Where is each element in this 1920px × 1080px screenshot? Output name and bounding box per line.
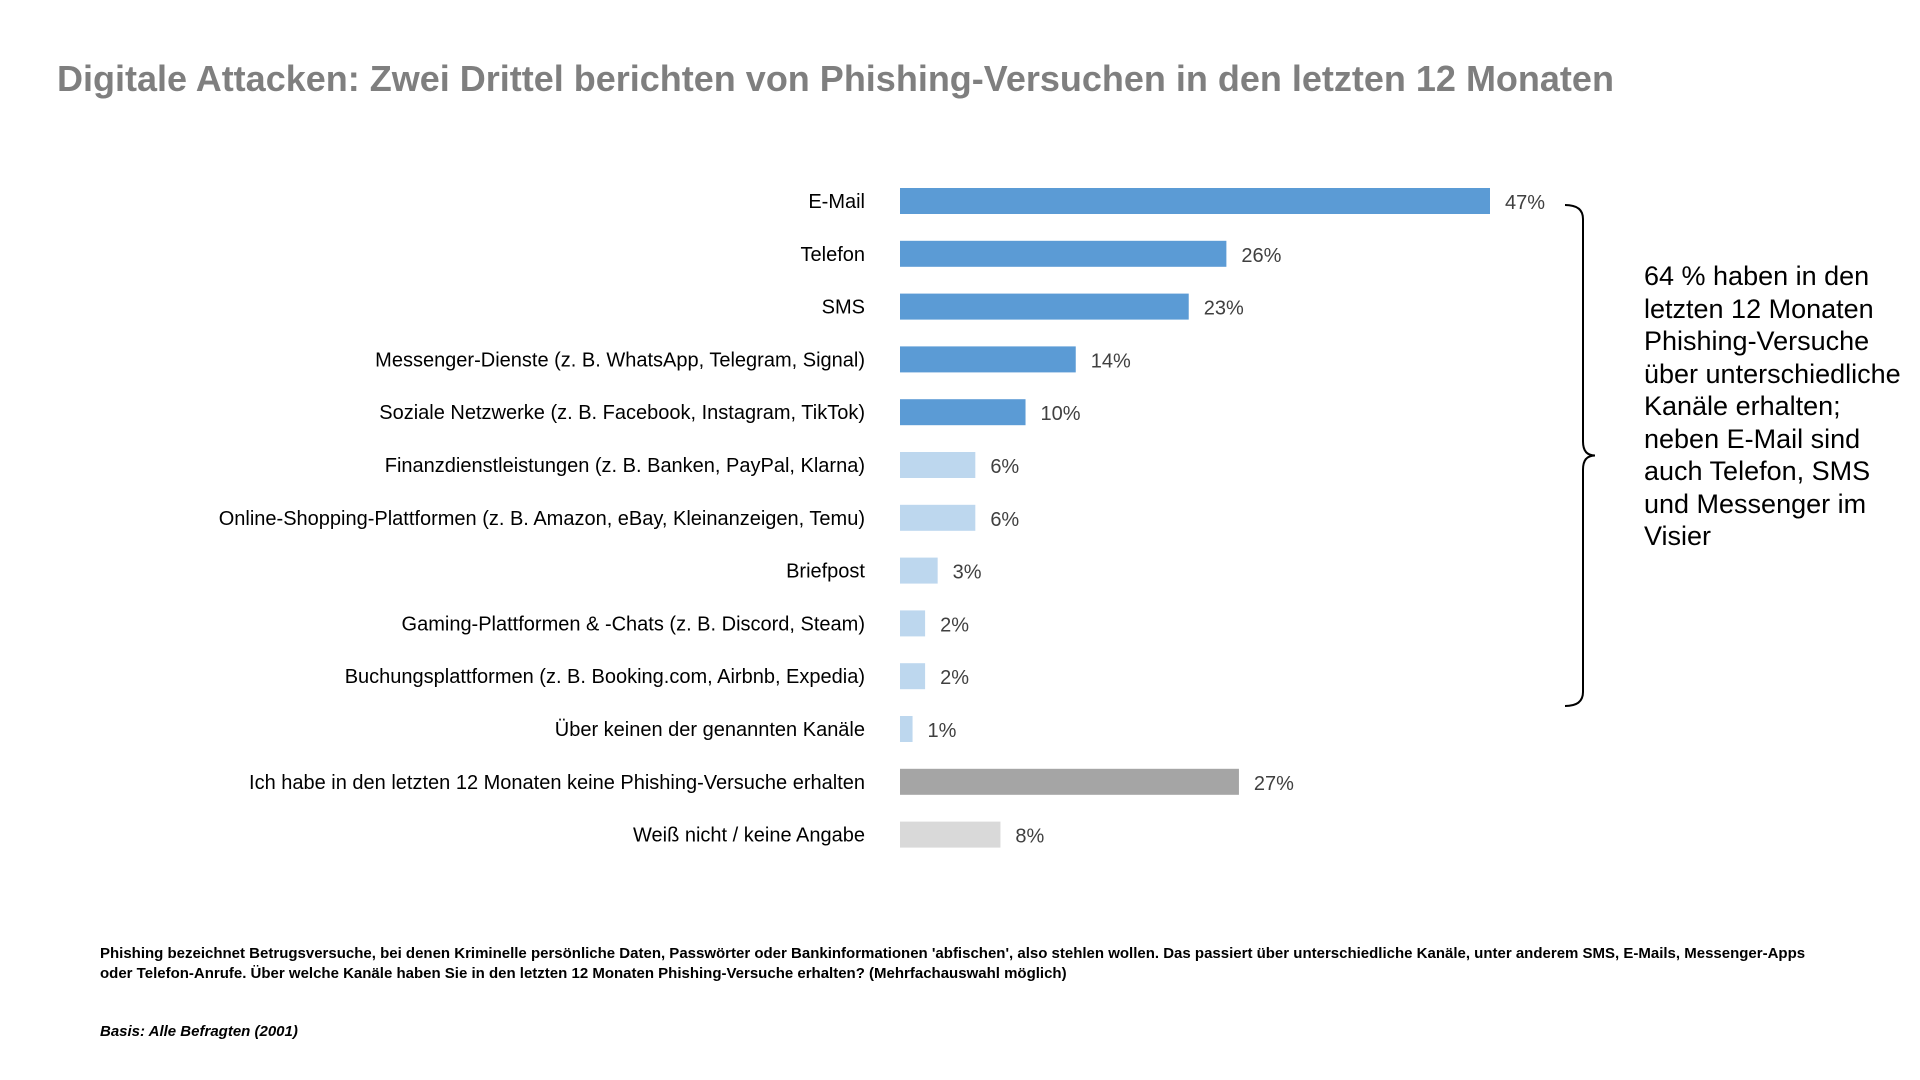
bar-chart: E-Mail Telefon SMS Messenger-Dienste (z. B.… (219, 188, 1596, 848)
annotation-text: 64 % haben in den letzten 12 Monaten Phi… (1644, 261, 1901, 551)
category-label: Briefpost (786, 561, 865, 583)
basis-note: Basis: Alle Befragten (2001) (100, 1023, 298, 1040)
value-label: 2% (940, 667, 969, 689)
bar (900, 663, 926, 690)
bar (900, 768, 1239, 795)
bar (900, 452, 976, 478)
category-label: Buchungsplattformen (z. B. Booking.com, … (345, 666, 865, 688)
value-label: 6% (990, 509, 1019, 531)
bar (900, 240, 1227, 267)
value-label: 1% (928, 720, 957, 742)
bar (900, 504, 976, 531)
category-label: Soziale Netzwerke (z. B. Facebook, Insta… (379, 402, 865, 424)
question-footnote: Phishing bezeichnet Betrugsversuche, bei… (100, 945, 1806, 982)
category-label: Weiß nicht / keine Angabe (633, 825, 865, 847)
value-label: 6% (990, 456, 1019, 478)
bar (900, 188, 1490, 214)
bar (900, 399, 1026, 426)
category-label: Messenger-Dienste (z. B. WhatsApp, Teleg… (375, 349, 865, 371)
category-labels: E-Mail Telefon SMS Messenger-Dienste (z. B.… (219, 191, 866, 847)
bar (900, 716, 913, 742)
value-label: 47% (1505, 192, 1545, 214)
category-label: Telefon (801, 244, 866, 266)
value-label: 26% (1241, 245, 1281, 267)
category-label: Gaming-Plattformen & -Chats (z. B. Disco… (402, 613, 865, 635)
category-label: Ich habe in den letzten 12 Monaten keine… (249, 772, 865, 794)
value-label: 10% (1041, 403, 1081, 425)
value-label: 2% (940, 614, 969, 636)
value-label: 27% (1254, 773, 1294, 795)
category-label: SMS (822, 297, 865, 319)
category-label: E-Mail (808, 191, 865, 213)
bar (900, 610, 926, 637)
value-labels: 47% 26% 23% 14% 10% 6% 6% 3% 2% 2% 1% 27% 8% (928, 192, 1546, 848)
bar (900, 821, 1001, 848)
category-label: Online-Shopping-Plattformen (z. B. Amazo… (219, 508, 865, 530)
bar (900, 293, 1189, 320)
bars (900, 188, 1490, 848)
chart-title: Digitale Attacken: Zwei Drittel berichte… (57, 58, 1614, 99)
curly-brace-bracket (1564, 204, 1596, 707)
value-label: 8% (1015, 826, 1044, 848)
bar (900, 557, 938, 584)
value-label: 14% (1091, 350, 1131, 372)
category-label: Finanzdienstleistungen (z. B. Banken, Pa… (385, 455, 865, 477)
category-label: Über keinen der genannten Kanäle (555, 719, 865, 741)
bar (900, 346, 1076, 373)
value-label: 3% (953, 562, 982, 584)
value-label: 23% (1204, 298, 1244, 320)
